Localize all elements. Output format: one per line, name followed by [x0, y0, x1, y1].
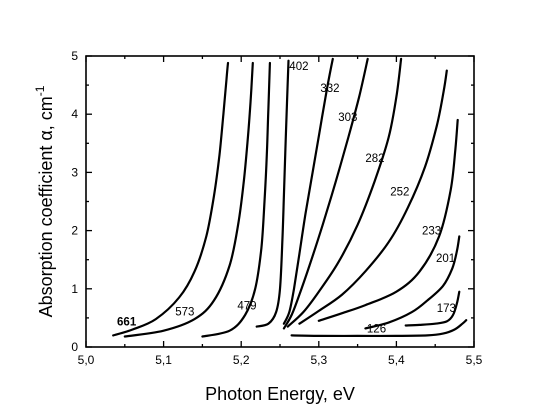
y-tick-label: 1: [71, 282, 78, 296]
x-tick-label: 5,0: [78, 353, 95, 367]
curve-126: [290, 319, 468, 338]
curve-233: [317, 118, 459, 322]
curve-label-282: 282: [365, 153, 384, 165]
ticks-layer: 5,0 5,1 5,2 5,3 5,4 5,5 0 1 2 3 4 5: [71, 49, 482, 367]
y-axis-label-text: Absorption coefficient α, cm: [36, 96, 56, 317]
curve-label-201: 201: [436, 253, 455, 265]
curve-661: [112, 61, 230, 337]
curve-173: [404, 290, 461, 327]
x-tick-label: 5,3: [310, 353, 327, 367]
x-tick-label: 5,5: [466, 353, 483, 367]
y-axis-label: Absorption coefficient α, cm-1: [33, 85, 56, 317]
curve-573: [123, 61, 254, 338]
y-axis-label-exponent: -1: [33, 85, 47, 96]
x-axis-label: Photon Energy, eV: [205, 384, 355, 404]
curves-layer: [112, 57, 468, 338]
y-tick-label: 2: [71, 224, 78, 238]
curve-201: [364, 235, 461, 330]
curve-label-573: 573: [175, 306, 194, 318]
curve-label-233: 233: [422, 226, 441, 238]
curve-332: [282, 57, 334, 325]
x-tick-label: 5,1: [155, 353, 172, 367]
curve-402: [255, 59, 290, 328]
y-tick-label: 4: [71, 107, 78, 121]
y-tick-label: 3: [71, 165, 78, 179]
curve-282: [286, 57, 403, 328]
curve-label-402: 402: [289, 61, 308, 73]
curve-479: [201, 61, 271, 338]
curve-303: [282, 57, 369, 330]
y-tick-label: 5: [71, 49, 78, 63]
x-tick-label: 5,4: [388, 353, 405, 367]
curve-label-173: 173: [437, 303, 456, 315]
plot-frame: [85, 55, 475, 348]
curve-label-661: 661: [117, 316, 137, 328]
curve-labels-layer: 661 573 479 402 332 303 282 252 233 201 173 126: [117, 61, 456, 335]
curve-label-252: 252: [390, 187, 409, 199]
y-tick-label: 0: [71, 340, 78, 354]
curve-label-303: 303: [338, 112, 357, 124]
x-tick-label: 5,2: [233, 353, 250, 367]
curve-label-126: 126: [367, 323, 386, 335]
curve-252: [298, 69, 448, 325]
curve-label-479: 479: [237, 301, 256, 313]
curve-label-332: 332: [320, 83, 339, 95]
